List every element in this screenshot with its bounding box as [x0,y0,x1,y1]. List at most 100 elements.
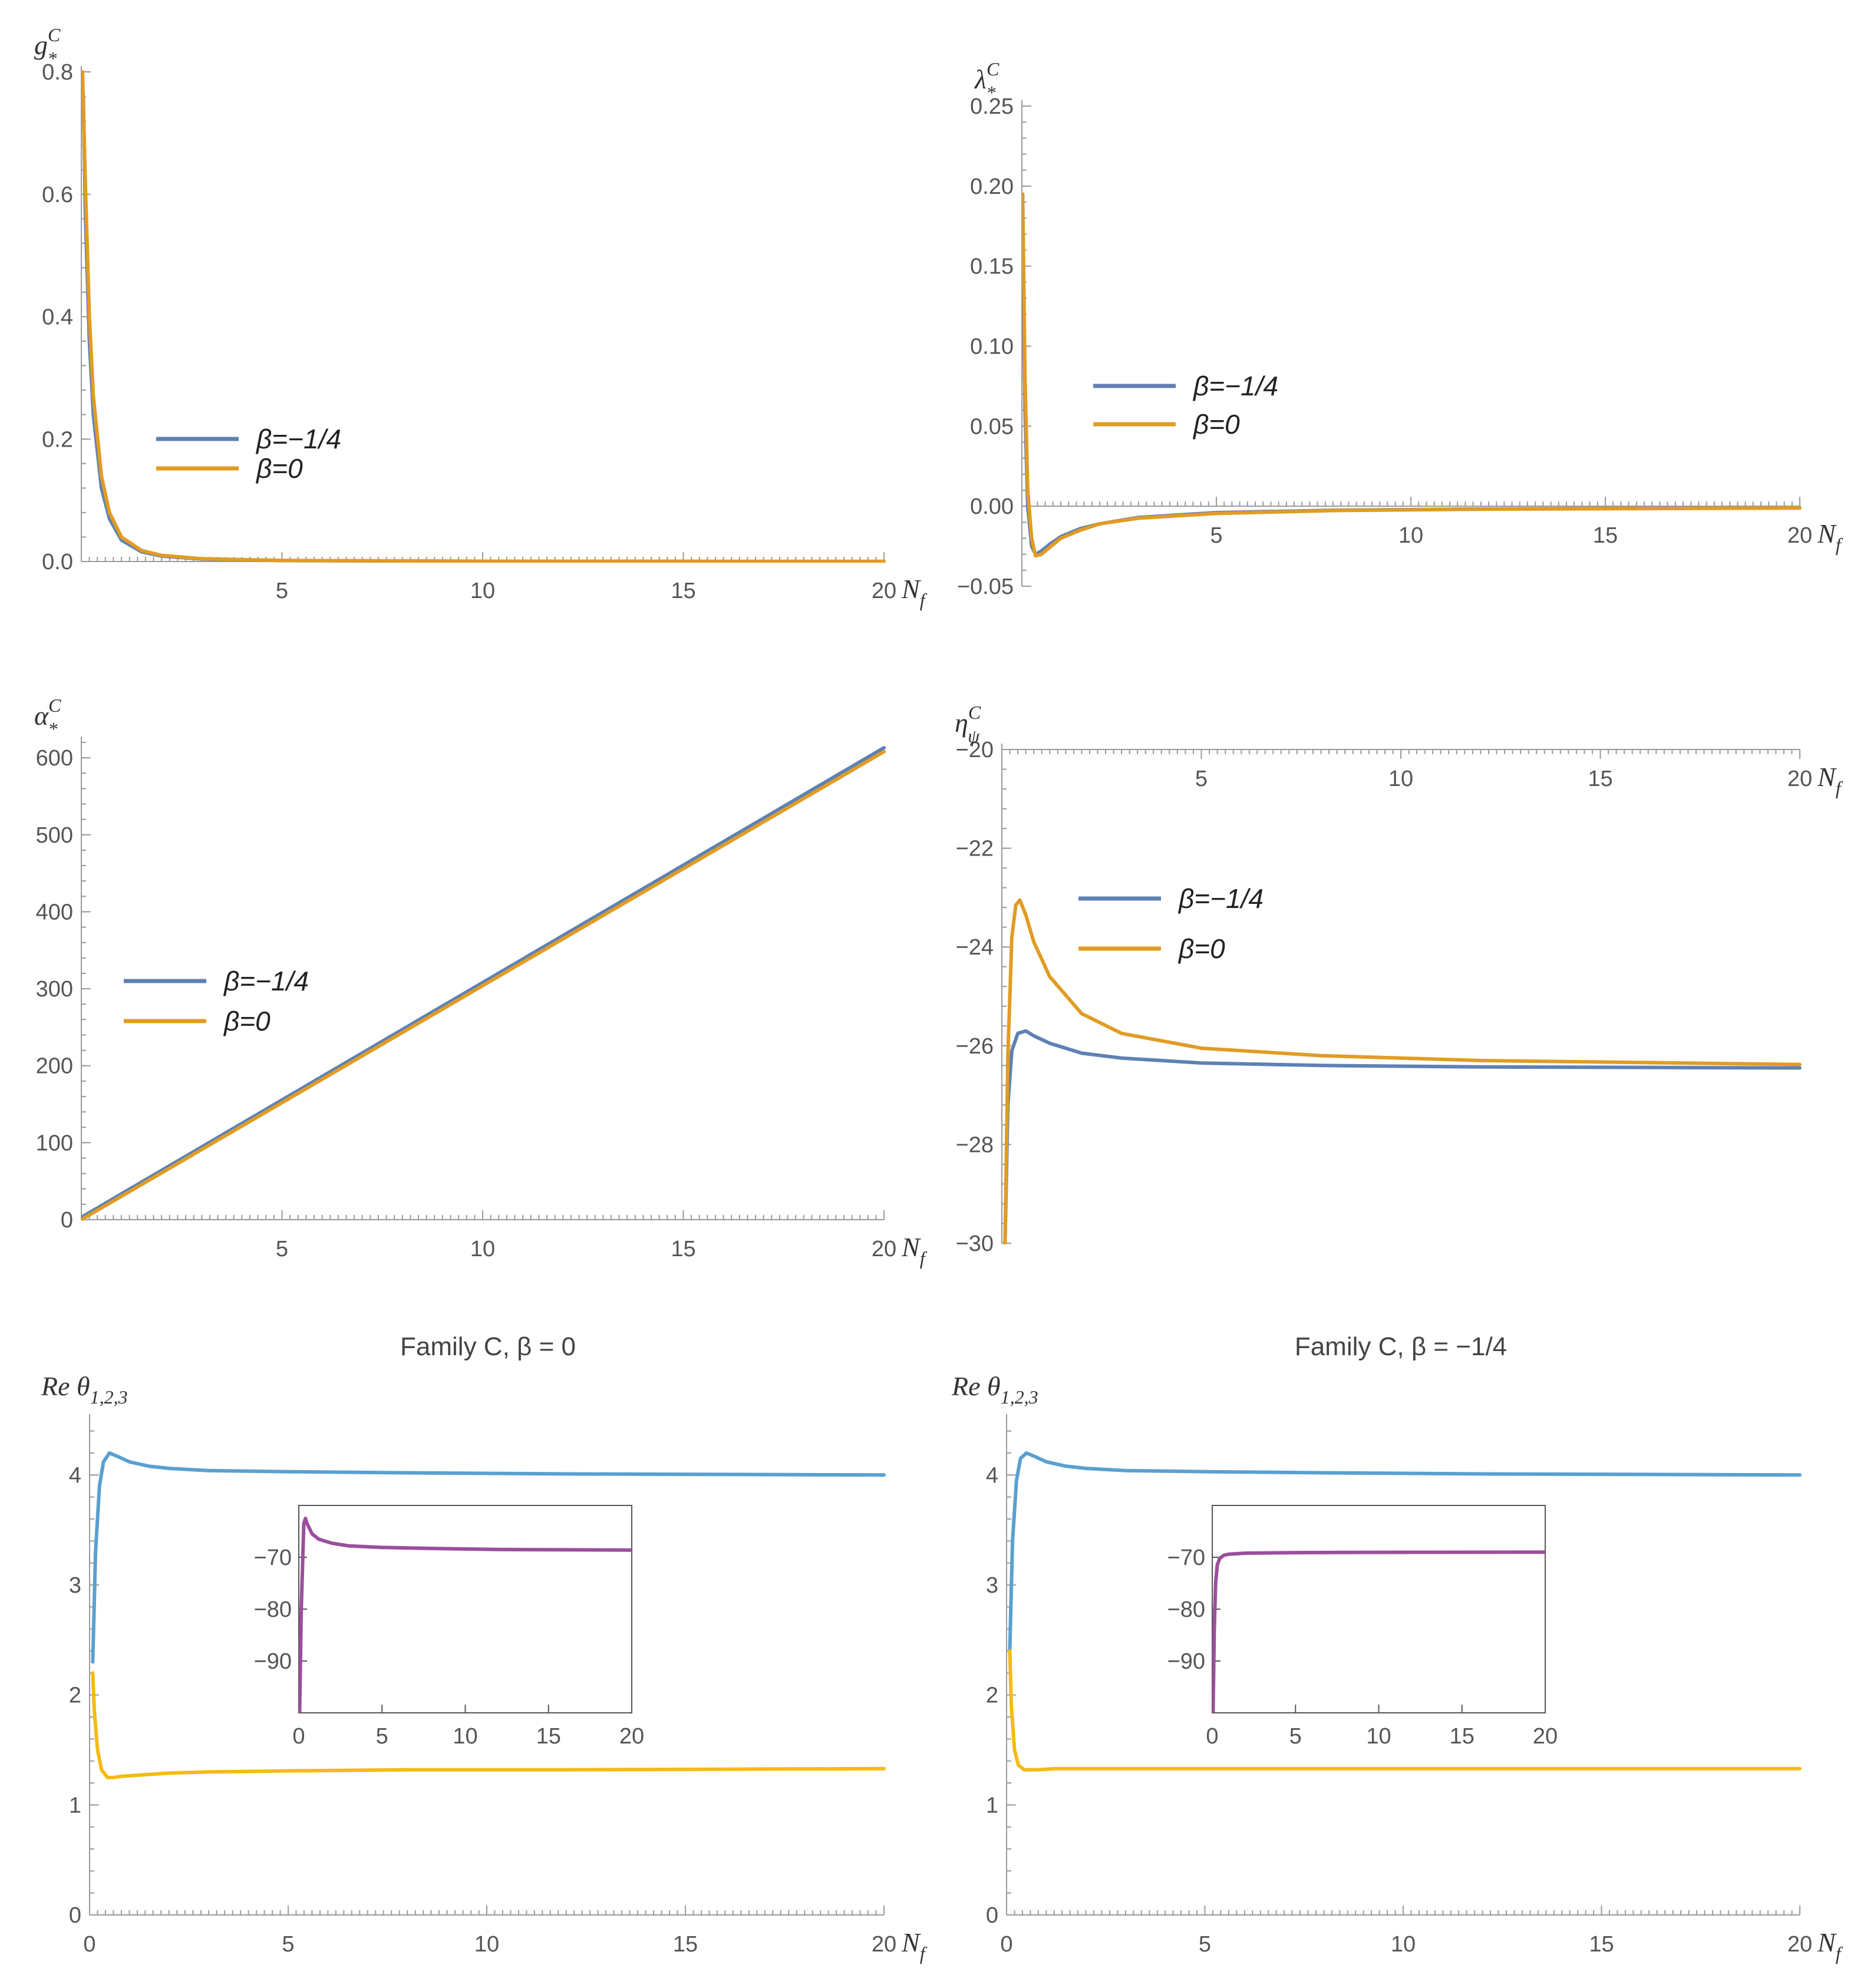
x-axis-label: Nf [1817,762,1843,798]
inset-series-line-0 [1212,1550,1545,1713]
x-tick-label: 15 [1593,523,1618,548]
chart-panel-lambda: −0.05 0.00 0.05 0.10 0.15 0.20 0.25 5 10 15 20 Nf λC… [957,58,1843,599]
series-line-1 [1003,898,1802,1244]
chart-panel-alpha: 0 100 200 300 400 500 600 5 10 15 20 Nf αC * β=−1/4 β=0 [34,695,928,1269]
y-tick-label: 4 [986,1463,998,1488]
y-axis-label-sub: * [986,82,995,103]
inset-theta_beta0: −70 −80 −90 0 5 10 15 20 [254,1505,644,1749]
y-tick-label: 0.0 [42,550,73,574]
y-tick-label: 1 [986,1793,998,1818]
legend-label-1: β=0 [1192,409,1240,440]
x-tick-label: 10 [1398,523,1423,548]
x-axis-label-main: N [1817,762,1837,792]
y-axis-label-sup: C [48,24,61,45]
x-tick-label: 10 [1391,1932,1416,1957]
y-axis-label-sup: C [987,58,1000,80]
x-tick-label: 10 [1388,767,1413,791]
x-tick-label: 15 [1588,767,1612,791]
y-tick-label: 0.2 [42,427,73,452]
legend-label-1: β=0 [255,453,303,484]
x-tick-label: 15 [673,1932,698,1957]
series-line-1 [1008,1649,1802,1772]
y-tick-label: 0.8 [42,60,73,85]
legend-label-0: β=−1/4 [255,424,341,454]
inset-x-tick-label: 10 [453,1724,477,1749]
chart-panel-g: 0.0 0.2 0.4 0.6 0.8 5 10 15 20 Nf gC * β=−1/4β=0 [34,24,928,610]
y-axis-label-main: λ [974,64,987,94]
y-axis-label: Re θ1,2,3 [41,1371,128,1408]
inset-x-tick-label: 10 [1366,1724,1391,1749]
series-line-0 [81,746,886,1220]
y-tick-label: −0.05 [957,574,1014,599]
y-axis-label: gC * [34,24,61,69]
legend-label-0: β=−1/4 [223,966,309,996]
y-axis-label: ηC ψ [955,702,981,747]
y-tick-label: 2 [986,1683,998,1708]
y-tick-label: 0.10 [970,335,1014,359]
x-tick-label: 20 [1787,523,1812,548]
legend-label-0: β=−1/4 [1192,371,1278,401]
series-line-0 [1003,1029,1802,1244]
y-tick-label: −20 [956,738,994,762]
x-axis-label-sub: f [920,1247,928,1269]
series-line-1 [81,749,886,1221]
x-axis-label-sub: f [1836,534,1843,555]
y-tick-label: 0 [69,1903,81,1928]
x-tick-label: 5 [276,1237,288,1262]
y-tick-label: 600 [36,746,73,771]
x-axis-label: Nf [1817,1927,1843,1964]
x-axis-label: Nf [901,574,928,610]
x-tick-label: 15 [671,579,695,603]
x-axis-label-main: N [901,574,921,604]
y-tick-label: 0 [61,1208,73,1233]
inset-x-tick-label: 20 [1533,1724,1558,1749]
y-tick-label: 3 [986,1573,998,1598]
y-axis-label: λC * [974,58,1000,103]
y-axis-label-sup: C [968,702,981,723]
x-axis-label-sub: f [920,589,928,610]
series-line-1 [1022,192,1802,558]
x-tick-label: 20 [872,579,896,603]
inset-frame [1212,1505,1546,1713]
y-axis-label: Re θ1,2,3 [951,1371,1038,1408]
y-axis-label-main: Re θ [41,1371,90,1401]
inset-y-tick-label: −80 [254,1597,292,1622]
x-tick-label: 20 [872,1932,896,1957]
x-tick-label: 5 [1195,767,1208,791]
series-line-1 [81,70,886,563]
y-axis-label-main: Re θ [951,1371,1001,1401]
y-tick-label: 300 [36,977,73,1002]
y-tick-label: 400 [36,900,73,924]
x-tick-label: 20 [1787,767,1812,791]
x-tick-label: 15 [671,1237,695,1262]
y-tick-label: 0.00 [970,494,1014,519]
legend-label-0: β=−1/4 [1177,883,1264,914]
inset-y-tick-label: −70 [254,1546,292,1570]
x-tick-label: 5 [1210,523,1222,548]
y-axis-label-sub: ψ [968,725,980,747]
x-axis-label-main: N [901,1232,921,1262]
x-axis-label: Nf [901,1927,928,1964]
y-axis-label-sup: C [48,695,61,716]
y-tick-label: 3 [69,1573,81,1598]
inset-x-tick-label: 5 [376,1724,388,1749]
y-axis-label-main: g [34,30,48,60]
x-tick-label: 10 [474,1932,499,1957]
x-axis-label-main: N [901,1927,921,1957]
chart-panel-eta: −30 −28 −26 −24 −22 −20 5 10 15 20 Nf ηC ψ β=−1/4 β=0 [955,702,1843,1256]
inset-y-tick-label: −90 [254,1649,292,1674]
y-tick-label: 0.15 [970,255,1014,279]
inset-x-tick-label: 5 [1289,1724,1302,1749]
chart-title: Family C, β = −1/4 [1295,1332,1507,1361]
y-axis-label-sub: * [47,48,57,69]
x-tick-label: 5 [282,1932,294,1957]
x-axis-label-main: N [1817,1927,1837,1957]
y-tick-label: −26 [956,1034,994,1059]
x-axis-label-sub: f [1836,1943,1843,1964]
inset-x-tick-label: 15 [1450,1724,1475,1749]
x-axis-label-sub: f [920,1943,928,1964]
x-tick-label: 20 [872,1237,896,1262]
